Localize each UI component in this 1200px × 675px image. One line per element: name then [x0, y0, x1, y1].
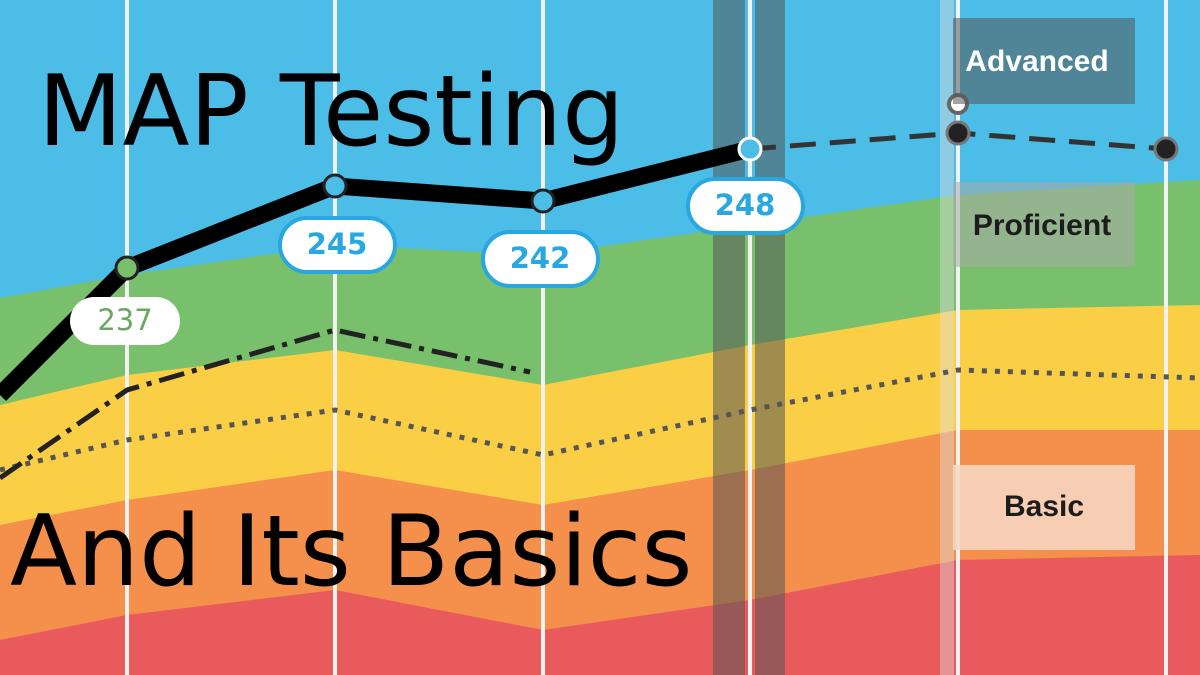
level-box [953, 18, 1135, 104]
level-label: Proficient [973, 209, 1111, 242]
level-box [953, 465, 1135, 550]
score-label: 242 [510, 241, 571, 275]
below-basic-band [0, 555, 1200, 675]
score-point [530, 188, 556, 214]
title-line: MAP Testing [38, 55, 624, 169]
dash-dot-line [0, 327, 531, 481]
score-point [114, 255, 140, 281]
score-pill [481, 230, 600, 288]
projection-point [945, 120, 971, 146]
level-box [953, 182, 1135, 267]
level-label: Basic [1004, 490, 1084, 523]
score-pill [70, 297, 180, 345]
score-pill [278, 216, 397, 274]
highlight-bar [713, 0, 745, 675]
score-label: 245 [307, 227, 368, 261]
score-point [737, 136, 763, 162]
highlight-bar [755, 0, 785, 675]
title-line: And Its Basics [10, 495, 693, 609]
level-label: Advanced [965, 45, 1108, 78]
highlight-bar [940, 0, 954, 675]
dotted-line [0, 367, 1200, 473]
score-pill [686, 177, 805, 235]
score-label: 248 [715, 188, 776, 222]
score-label: 237 [97, 303, 152, 337]
score-point [322, 173, 348, 199]
projection-point [1153, 136, 1179, 162]
